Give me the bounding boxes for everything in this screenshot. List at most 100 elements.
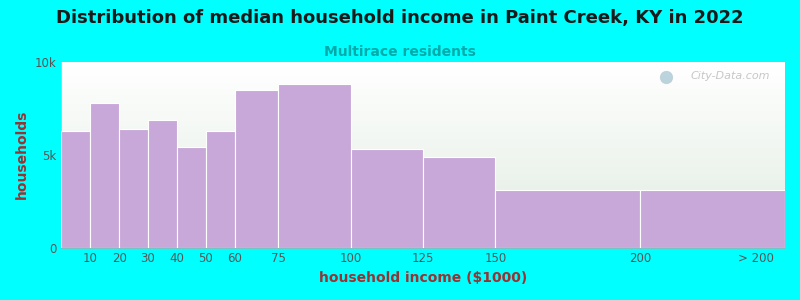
Bar	[61, 197, 785, 199]
Bar	[61, 131, 90, 248]
Bar	[61, 181, 785, 183]
Bar	[61, 106, 785, 108]
Bar	[61, 173, 785, 175]
Bar	[61, 222, 785, 224]
Text: Multirace residents: Multirace residents	[324, 45, 476, 59]
Bar	[61, 229, 785, 231]
Bar	[119, 129, 148, 247]
Bar	[61, 172, 785, 173]
Bar	[61, 97, 785, 99]
Bar	[61, 168, 785, 169]
Bar	[61, 211, 785, 212]
Bar	[61, 233, 785, 235]
Bar	[61, 105, 785, 106]
Bar	[61, 196, 785, 197]
Bar	[61, 208, 785, 211]
Bar	[61, 147, 785, 149]
Bar	[61, 118, 785, 119]
Bar	[61, 69, 785, 71]
Bar	[61, 82, 785, 84]
Bar	[61, 79, 785, 81]
Bar	[61, 90, 785, 92]
Bar	[61, 149, 785, 151]
Bar	[61, 169, 785, 172]
Bar	[61, 134, 785, 136]
Bar	[61, 175, 785, 177]
Bar	[61, 238, 785, 240]
Bar	[278, 84, 350, 248]
Bar	[495, 190, 640, 247]
Bar	[61, 81, 785, 82]
Bar	[61, 146, 785, 147]
Bar	[61, 227, 785, 229]
Bar	[177, 147, 206, 248]
Bar	[61, 153, 785, 155]
Bar	[61, 205, 785, 207]
Bar	[61, 194, 785, 196]
Bar	[61, 94, 785, 95]
Bar	[61, 218, 785, 220]
Bar	[61, 110, 785, 112]
Bar	[61, 183, 785, 184]
Bar	[640, 190, 785, 247]
Bar	[61, 164, 785, 166]
Bar	[61, 224, 785, 225]
Bar	[206, 131, 235, 248]
Bar	[61, 140, 785, 142]
Bar	[61, 116, 785, 118]
Bar	[61, 123, 785, 125]
Bar	[61, 192, 785, 194]
Bar	[61, 62, 785, 64]
Bar	[61, 179, 785, 181]
Text: City-Data.com: City-Data.com	[691, 71, 770, 81]
Bar	[61, 73, 785, 75]
Bar	[61, 242, 785, 244]
Bar	[61, 125, 785, 127]
Bar	[61, 92, 785, 94]
Bar	[61, 244, 785, 246]
Bar	[61, 142, 785, 144]
Bar	[61, 77, 785, 79]
Bar	[61, 95, 785, 97]
Bar	[61, 114, 785, 116]
Bar	[61, 190, 785, 192]
Bar	[61, 119, 785, 122]
Bar	[61, 131, 785, 133]
Bar	[61, 66, 785, 68]
Bar	[61, 158, 785, 160]
Bar	[61, 108, 785, 110]
Bar	[61, 188, 785, 190]
Bar	[61, 225, 785, 227]
Bar	[61, 101, 785, 103]
Bar	[61, 129, 785, 131]
Bar	[235, 90, 278, 248]
Bar	[350, 149, 423, 248]
Bar	[61, 231, 785, 233]
Bar	[61, 240, 785, 242]
Bar	[61, 68, 785, 69]
Bar	[61, 214, 785, 216]
Bar	[61, 166, 785, 168]
Bar	[61, 203, 785, 205]
Bar	[61, 157, 785, 158]
Bar	[61, 162, 785, 164]
Bar	[61, 103, 785, 105]
Bar	[423, 157, 495, 247]
Bar	[61, 184, 785, 186]
Bar	[61, 84, 785, 86]
Bar	[61, 127, 785, 129]
Bar	[61, 177, 785, 179]
Bar	[61, 216, 785, 218]
Y-axis label: households: households	[15, 110, 29, 200]
Bar	[61, 133, 785, 134]
Bar	[148, 119, 177, 248]
Bar	[61, 71, 785, 73]
Bar	[61, 144, 785, 146]
Bar	[61, 212, 785, 214]
Bar	[61, 199, 785, 201]
Bar	[61, 112, 785, 114]
Bar	[61, 246, 785, 248]
Bar	[61, 138, 785, 140]
Bar	[61, 155, 785, 157]
Bar	[61, 99, 785, 101]
